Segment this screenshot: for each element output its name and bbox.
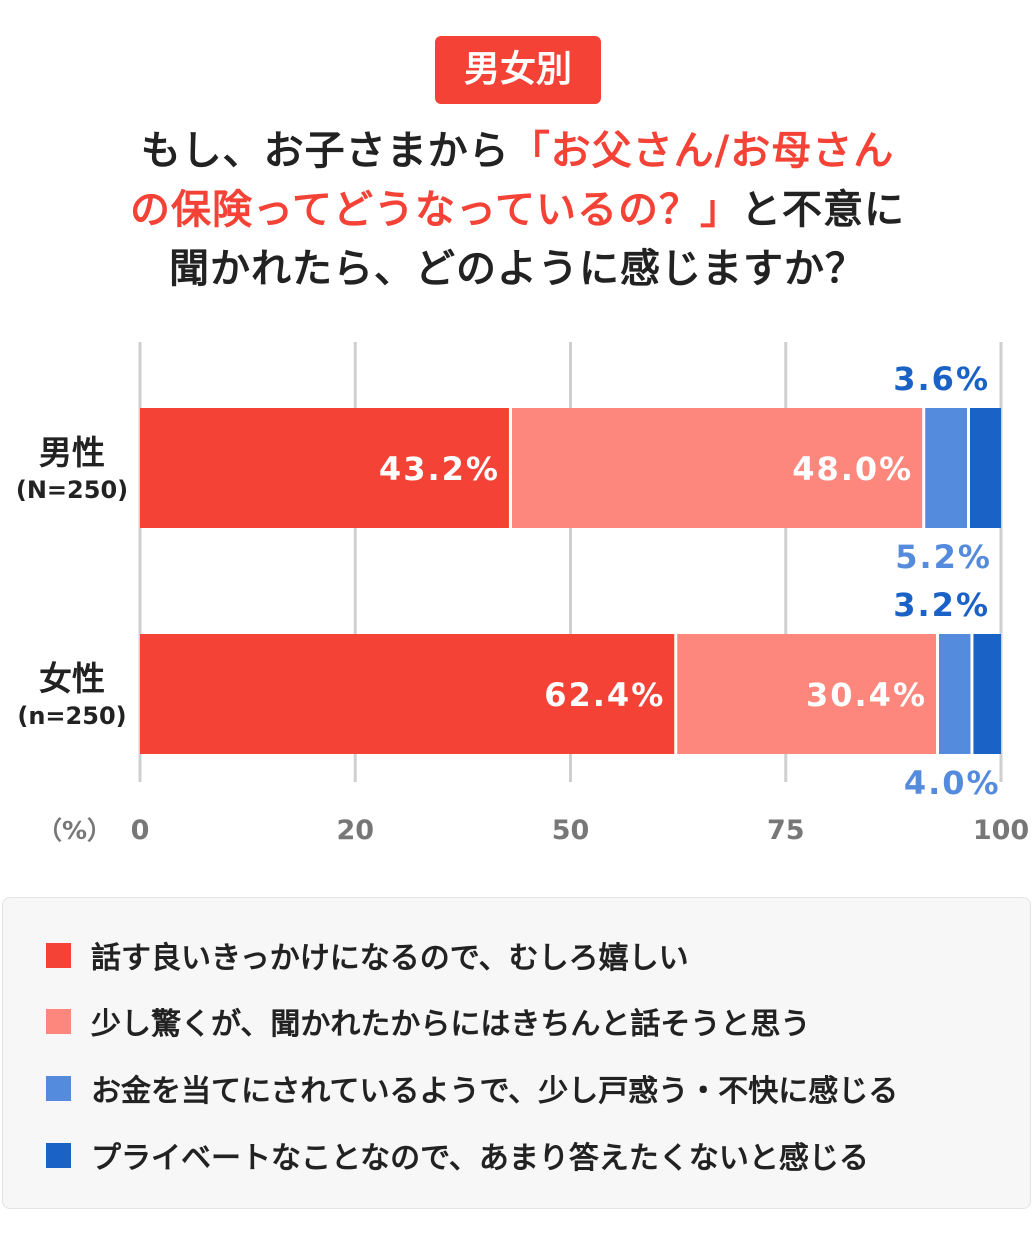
title-line2-red: の保険ってどうなっているの？」 [130, 187, 741, 233]
bar-segment [511, 408, 923, 528]
legend-item: プライベートなことなので、あまり答えたくないと感じる [46, 1135, 869, 1176]
x-tick-label: 50 [552, 815, 590, 846]
legend-swatch [46, 942, 71, 968]
legend-swatch [46, 1142, 71, 1168]
data-label: 3.2% [893, 586, 990, 624]
bar-segment [140, 634, 675, 754]
category-n-label: (n=250) [17, 702, 126, 730]
x-tick-label: 0 [131, 815, 150, 846]
segment-badge: 男女別 [435, 36, 601, 104]
legend-label: 少し驚くが、聞かれたからにはきちんと話そうと思う [91, 1007, 811, 1042]
category-n-label: (N=250) [16, 476, 128, 504]
x-tick-label: 75 [767, 815, 805, 846]
title-line3: 聞かれたら、どのように感じますか？ [169, 246, 866, 292]
x-tick-label: 20 [336, 815, 374, 846]
category-label: 男性 [39, 433, 105, 472]
legend: 話す良いきっかけになるので、むしろ嬉しい 少し驚くが、聞かれたからにはきちんと話… [2, 897, 1031, 1209]
data-label: 4.0% [904, 764, 1001, 802]
title-line2-black: と不意に [741, 187, 905, 233]
x-tick-label: 100 [973, 815, 1029, 846]
legend-swatch [46, 1008, 71, 1034]
legend-label: お金を当てにされているようで、少し戸惑う・不快に感じる [91, 1074, 899, 1109]
bar-segment [140, 408, 509, 528]
legend-item: お金を当てにされているようで、少し戸惑う・不快に感じる [46, 1068, 899, 1109]
legend-item: 話す良いきっかけになるので、むしろ嬉しい [46, 935, 689, 976]
data-label: 30.4% [806, 676, 927, 714]
data-label: 5.2% [895, 538, 992, 576]
stacked-bar-chart: 0 20 50 75 100 （%） 男性 (N=250) 43.2% 48.0% 5.2% 3.6%… [16, 342, 1029, 846]
legend-label: プライベートなことなので、あまり答えたくないと感じる [91, 1141, 869, 1176]
bar-segment [970, 408, 1001, 528]
data-label: 48.0% [792, 450, 913, 488]
x-unit-label: （%） [37, 816, 112, 845]
bar-segment [939, 634, 971, 754]
legend-swatch [46, 1075, 71, 1101]
data-label: 62.4% [544, 676, 665, 714]
title-line1-black: もし、お子さまから [140, 128, 510, 174]
data-label: 43.2% [379, 450, 500, 488]
data-label: 3.6% [893, 360, 990, 398]
bar-segment [677, 634, 937, 754]
legend-label: 話す良いきっかけになるので、むしろ嬉しい [91, 941, 689, 976]
legend-item: 少し驚くが、聞かれたからにはきちんと話そうと思う [46, 1001, 811, 1042]
bar-segment [925, 408, 968, 528]
title-line1-red: 「お父さん/お母さん [509, 128, 895, 174]
bar-segment [973, 634, 1001, 754]
chart-title: もし、お子さまから「お父さん/お母さん の保険ってどうなっているの？」と不意に … [0, 122, 1035, 299]
category-label: 女性 [39, 659, 105, 698]
